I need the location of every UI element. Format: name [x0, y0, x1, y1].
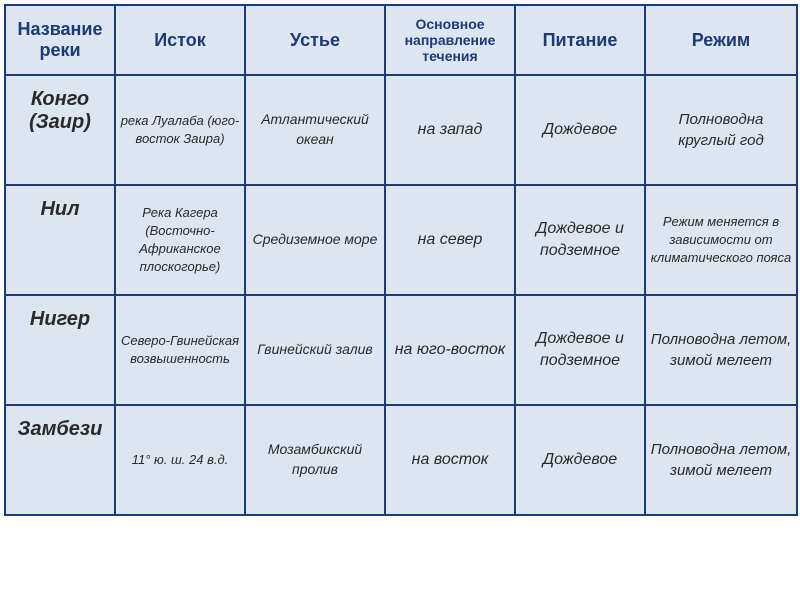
cell-direction: на восток [385, 405, 515, 515]
cell-direction: на север [385, 185, 515, 295]
header-source: Исток [115, 5, 245, 75]
cell-regime: Полноводна летом, зимой мелеет [645, 405, 797, 515]
cell-source: река Луалаба (юго-восток Заира) [115, 75, 245, 185]
cell-feed: Дождевое и подземное [515, 185, 645, 295]
cell-river-name: Конго (Заир) [5, 75, 115, 185]
cell-direction: на запад [385, 75, 515, 185]
cell-source: Северо-Гвинейская возвышенность [115, 295, 245, 405]
cell-river-name: Нигер [5, 295, 115, 405]
rivers-table: Название реки Исток Устье Основное напра… [4, 4, 798, 516]
cell-feed: Дождевое и подземное [515, 295, 645, 405]
header-feed: Питание [515, 5, 645, 75]
cell-mouth: Атлантический океан [245, 75, 385, 185]
cell-mouth: Мозамбикский пролив [245, 405, 385, 515]
cell-regime: Полноводна летом, зимой мелеет [645, 295, 797, 405]
table-row: Замбези11° ю. ш. 24 в.д.Мозамбикский про… [5, 405, 797, 515]
table-row: НилРека Кагера (Восточно-Африканское пло… [5, 185, 797, 295]
table-row: НигерСеверо-Гвинейская возвышенностьГвин… [5, 295, 797, 405]
cell-direction: на юго-восток [385, 295, 515, 405]
cell-feed: Дождевое [515, 405, 645, 515]
cell-mouth: Средиземное море [245, 185, 385, 295]
cell-source: Река Кагера (Восточно-Африканское плоско… [115, 185, 245, 295]
cell-river-name: Нил [5, 185, 115, 295]
cell-river-name: Замбези [5, 405, 115, 515]
cell-regime: Режим меняется в зависимости от климатич… [645, 185, 797, 295]
cell-source: 11° ю. ш. 24 в.д. [115, 405, 245, 515]
table-row: Конго (Заир)река Луалаба (юго-восток Заи… [5, 75, 797, 185]
table-body: Конго (Заир)река Луалаба (юго-восток Заи… [5, 75, 797, 515]
header-mouth: Устье [245, 5, 385, 75]
header-direction: Основное направление течения [385, 5, 515, 75]
header-regime: Режим [645, 5, 797, 75]
cell-regime: Полноводна круглый год [645, 75, 797, 185]
header-name: Название реки [5, 5, 115, 75]
cell-mouth: Гвинейский залив [245, 295, 385, 405]
cell-feed: Дождевое [515, 75, 645, 185]
header-row: Название реки Исток Устье Основное напра… [5, 5, 797, 75]
table-head: Название реки Исток Устье Основное напра… [5, 5, 797, 75]
